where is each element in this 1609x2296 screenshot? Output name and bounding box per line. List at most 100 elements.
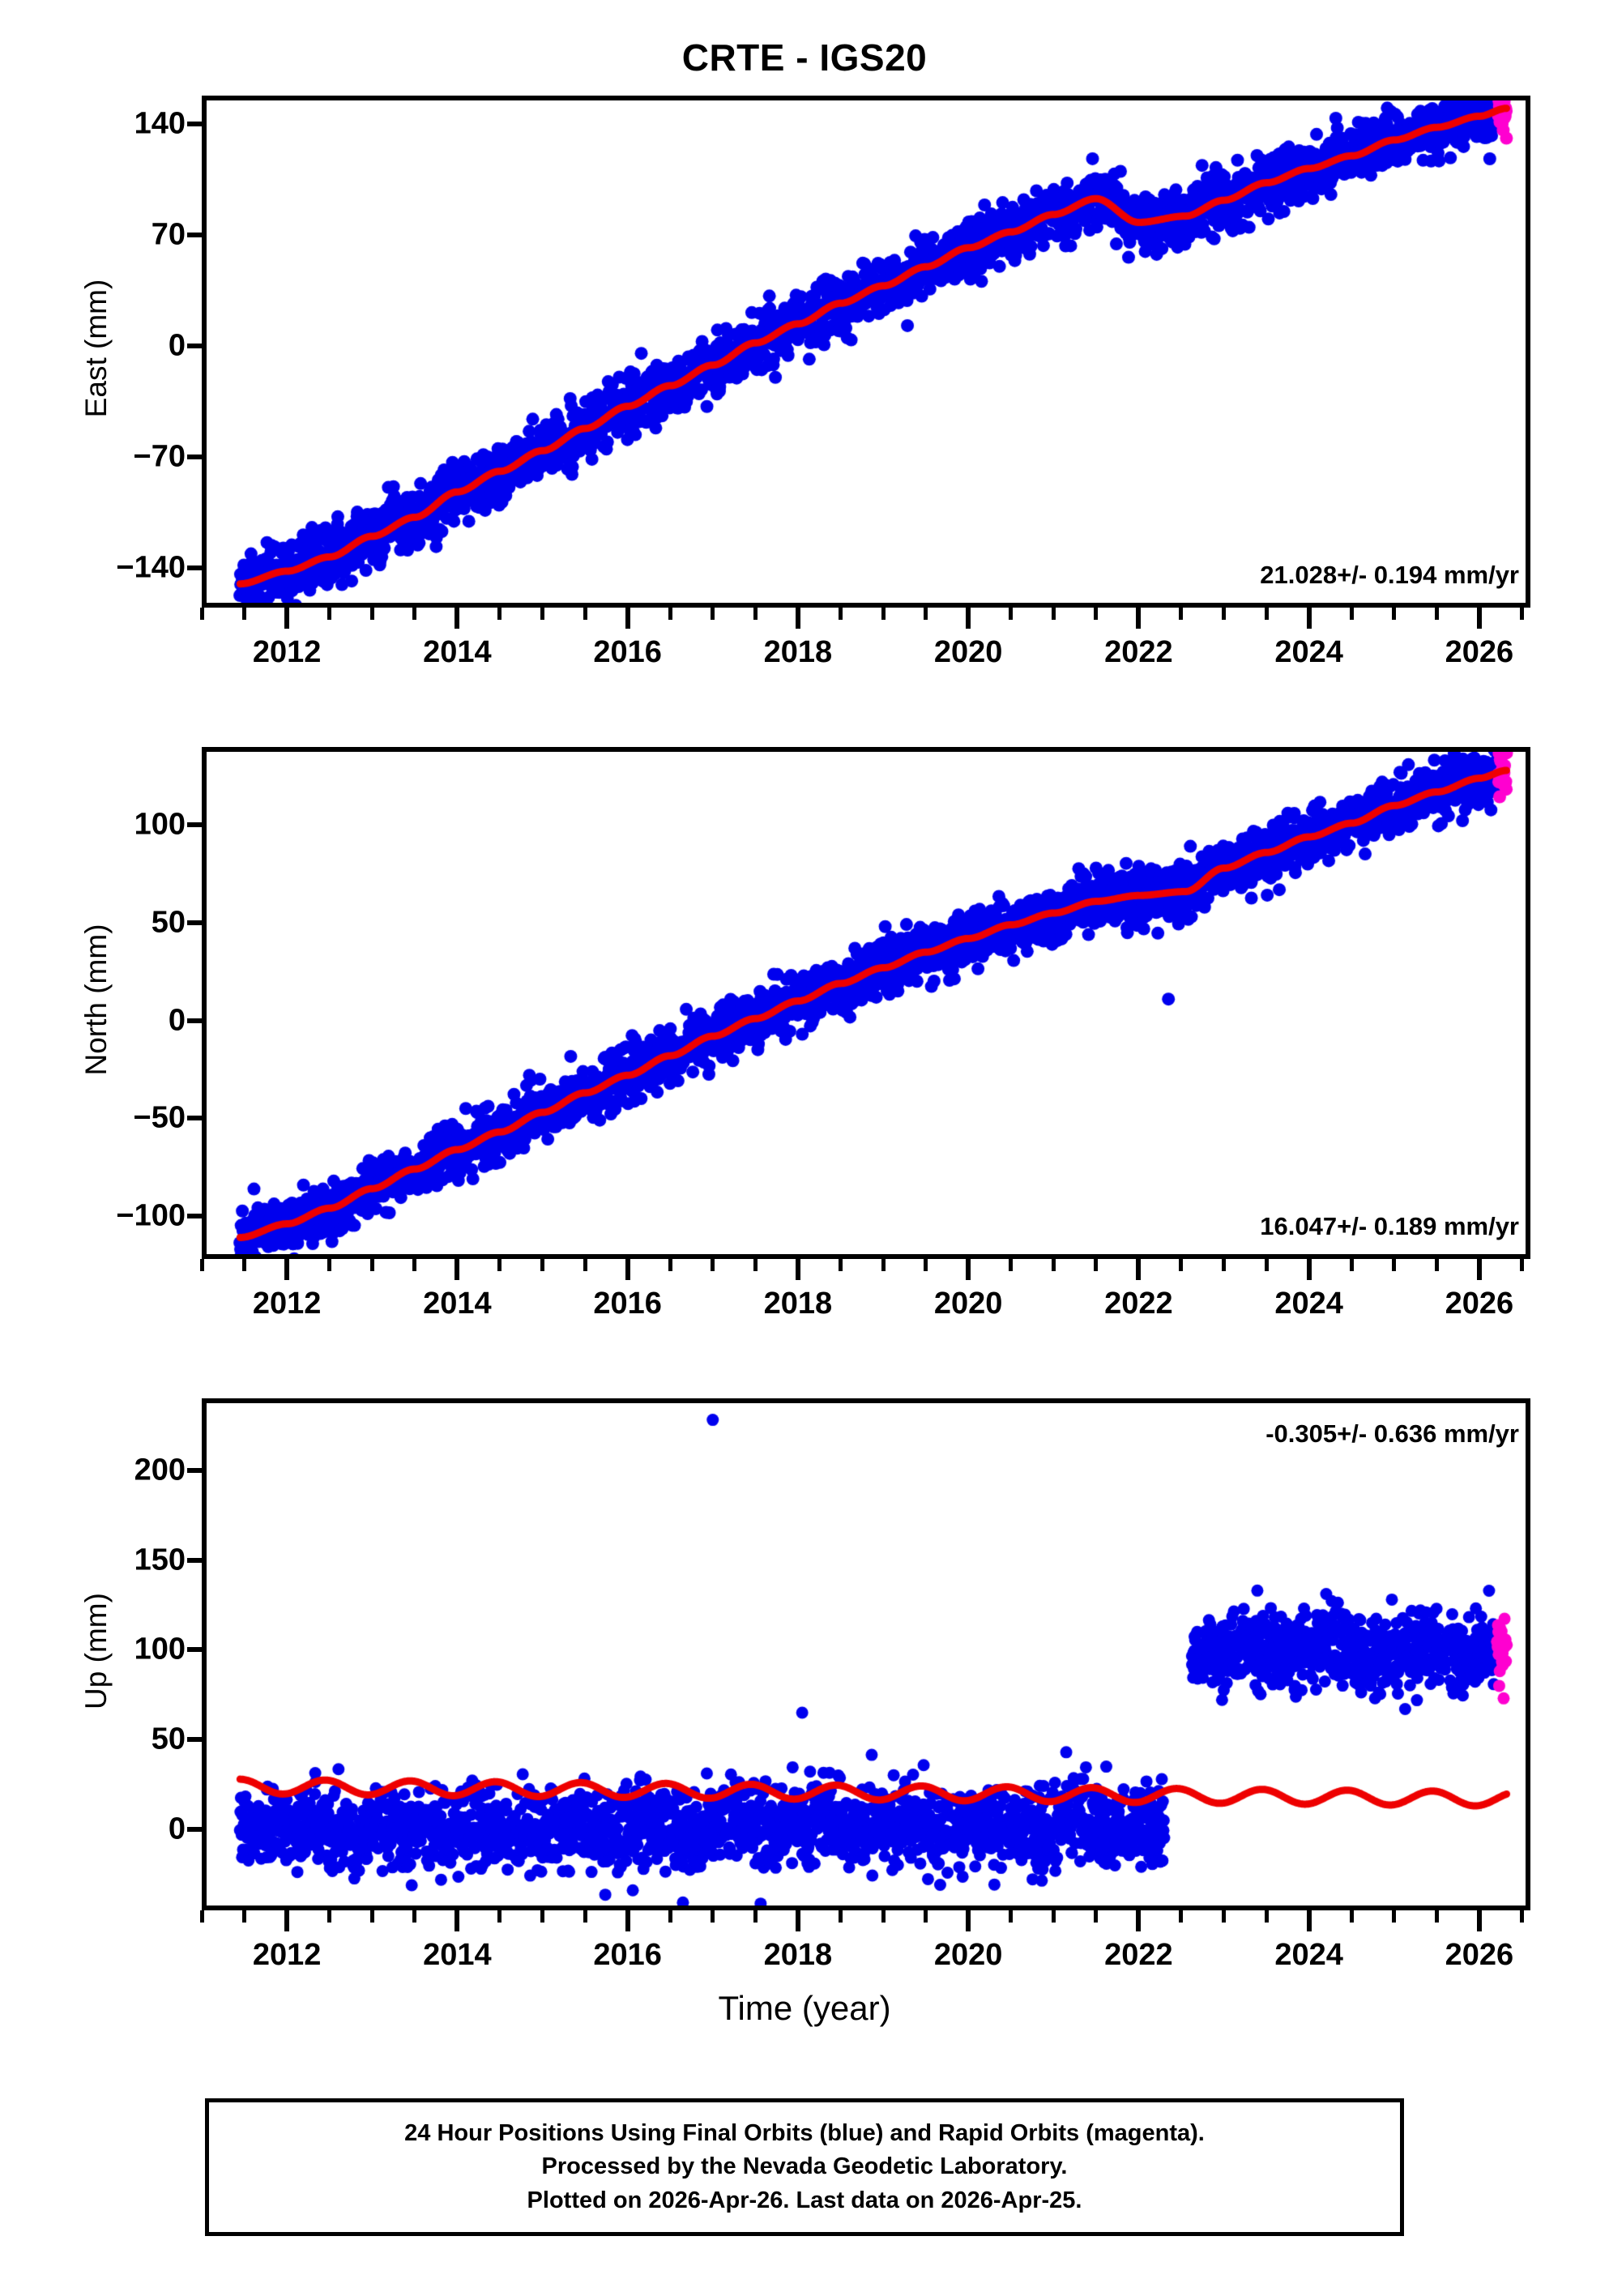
xtickmark-minor [711, 608, 715, 620]
xtickmark-major-north-4 [966, 1259, 971, 1280]
xtickmark-minor [753, 608, 758, 620]
xtickmark-minor [1434, 1910, 1439, 1923]
xtickmark-minor [711, 1910, 715, 1923]
xtick-up-5: 2022 [1104, 1938, 1173, 1972]
xtickmark-minor [668, 1259, 672, 1271]
xtick-east-6: 2024 [1274, 635, 1343, 669]
ytick-north-2: 0 [168, 1003, 186, 1038]
xtickmark-minor [497, 1259, 502, 1271]
xtickmark-minor [838, 1259, 843, 1271]
xtickmark-major-north-2 [625, 1259, 630, 1280]
xtickmark-major-north-6 [1306, 1259, 1312, 1280]
xtickmark-minor [1009, 1910, 1014, 1923]
ytick-east-3: −70 [133, 439, 186, 474]
xtickmark-minor [242, 1259, 247, 1271]
xtickmark-minor [1179, 608, 1184, 620]
ytickmark-north-3 [187, 1116, 203, 1121]
xtick-north-6: 2024 [1274, 1287, 1343, 1321]
xtickmark-minor [1009, 1259, 1014, 1271]
xtickmark-minor [881, 1910, 886, 1923]
xtick-east-7: 2026 [1445, 635, 1514, 669]
xtickmark-minor [412, 1259, 417, 1271]
ytickmark-east-0 [187, 122, 203, 127]
xtickmark-major-up-3 [795, 1910, 800, 1931]
xtickmark-minor [583, 608, 587, 620]
ytick-up-3: 50 [151, 1722, 186, 1756]
xtickmark-minor [753, 1910, 758, 1923]
xtick-north-1: 2014 [423, 1287, 492, 1321]
xtickmark-minor [327, 1910, 332, 1923]
xtickmark-major-east-0 [284, 608, 290, 629]
page-title: CRTE - IGS20 [681, 36, 928, 79]
ytickmark-east-1 [187, 233, 203, 238]
xtickmark-minor [1264, 1910, 1269, 1923]
ytickmark-north-0 [187, 822, 203, 828]
xtickmark-minor [497, 1910, 502, 1923]
xtickmark-minor [1051, 1259, 1056, 1271]
xtick-north-7: 2026 [1445, 1287, 1514, 1321]
ytick-up-2: 100 [134, 1632, 186, 1667]
xtickmark-major-east-2 [625, 608, 630, 629]
xtickmark-minor [1264, 608, 1269, 620]
ytick-north-0: 100 [134, 807, 186, 842]
xtick-north-4: 2020 [933, 1287, 1003, 1321]
xtickmark-minor [199, 1910, 204, 1923]
data-canvas-east [207, 100, 1526, 603]
xtick-east-0: 2012 [252, 635, 322, 669]
rate-annotation-east: 21.028+/- 0.194 mm/yr [1260, 561, 1519, 589]
xtickmark-minor [1009, 608, 1014, 620]
xtickmark-major-up-0 [284, 1910, 290, 1931]
xtickmark-major-east-1 [455, 608, 460, 629]
xtickmark-minor [838, 608, 843, 620]
caption-line-2: Processed by the Nevada Geodetic Laborat… [541, 2153, 1068, 2180]
xtickmark-minor [327, 608, 332, 620]
xtickmark-minor [1392, 1259, 1397, 1271]
xtickmark-minor [199, 608, 204, 620]
ytickmark-north-1 [187, 920, 203, 926]
ytickmark-up-0 [187, 1467, 203, 1473]
ytickmark-east-3 [187, 455, 203, 460]
xtickmark-minor [1392, 1910, 1397, 1923]
xtick-up-3: 2018 [763, 1938, 833, 1972]
xtickmark-minor [881, 1259, 886, 1271]
xtickmark-minor [583, 1910, 587, 1923]
xtick-east-3: 2018 [763, 635, 833, 669]
xtickmark-minor [1519, 1259, 1524, 1271]
ytick-east-4: −140 [116, 550, 186, 585]
xtick-east-5: 2022 [1104, 635, 1173, 669]
ytick-up-1: 150 [134, 1543, 186, 1577]
ytickmark-up-2 [187, 1647, 203, 1653]
xtickmark-minor [583, 1259, 587, 1271]
xtick-up-6: 2024 [1274, 1938, 1343, 1972]
xtickmark-minor [412, 1910, 417, 1923]
data-canvas-up [207, 1403, 1526, 1906]
ytickmark-north-2 [187, 1018, 203, 1023]
xtickmark-major-north-5 [1136, 1259, 1142, 1280]
xtickmark-major-east-5 [1136, 608, 1142, 629]
xtickmark-minor [1434, 608, 1439, 620]
xtickmark-minor [753, 1259, 758, 1271]
xtick-north-5: 2022 [1104, 1287, 1173, 1321]
xtickmark-minor [1519, 1910, 1524, 1923]
xtickmark-minor [242, 608, 247, 620]
xtickmark-minor [1519, 608, 1524, 620]
xtickmark-minor [540, 608, 544, 620]
caption-box: 24 Hour Positions Using Final Orbits (bl… [205, 2098, 1404, 2236]
xtick-east-1: 2014 [423, 635, 492, 669]
xtickmark-minor [327, 1259, 332, 1271]
xtickmark-minor [1222, 1910, 1227, 1923]
ytick-north-3: −50 [133, 1100, 186, 1135]
ytick-up-0: 200 [134, 1453, 186, 1487]
xtick-north-2: 2016 [593, 1287, 662, 1321]
xtickmark-minor [1094, 1259, 1099, 1271]
ytick-east-1: 70 [151, 217, 186, 252]
y-axis-title-up: Up (mm) [79, 1593, 113, 1709]
xtickmark-minor [1222, 608, 1227, 620]
xtickmark-major-east-4 [966, 608, 971, 629]
xtickmark-minor [924, 608, 928, 620]
xtickmark-major-north-0 [284, 1259, 290, 1280]
caption-line-1: 24 Hour Positions Using Final Orbits (bl… [404, 2120, 1205, 2147]
